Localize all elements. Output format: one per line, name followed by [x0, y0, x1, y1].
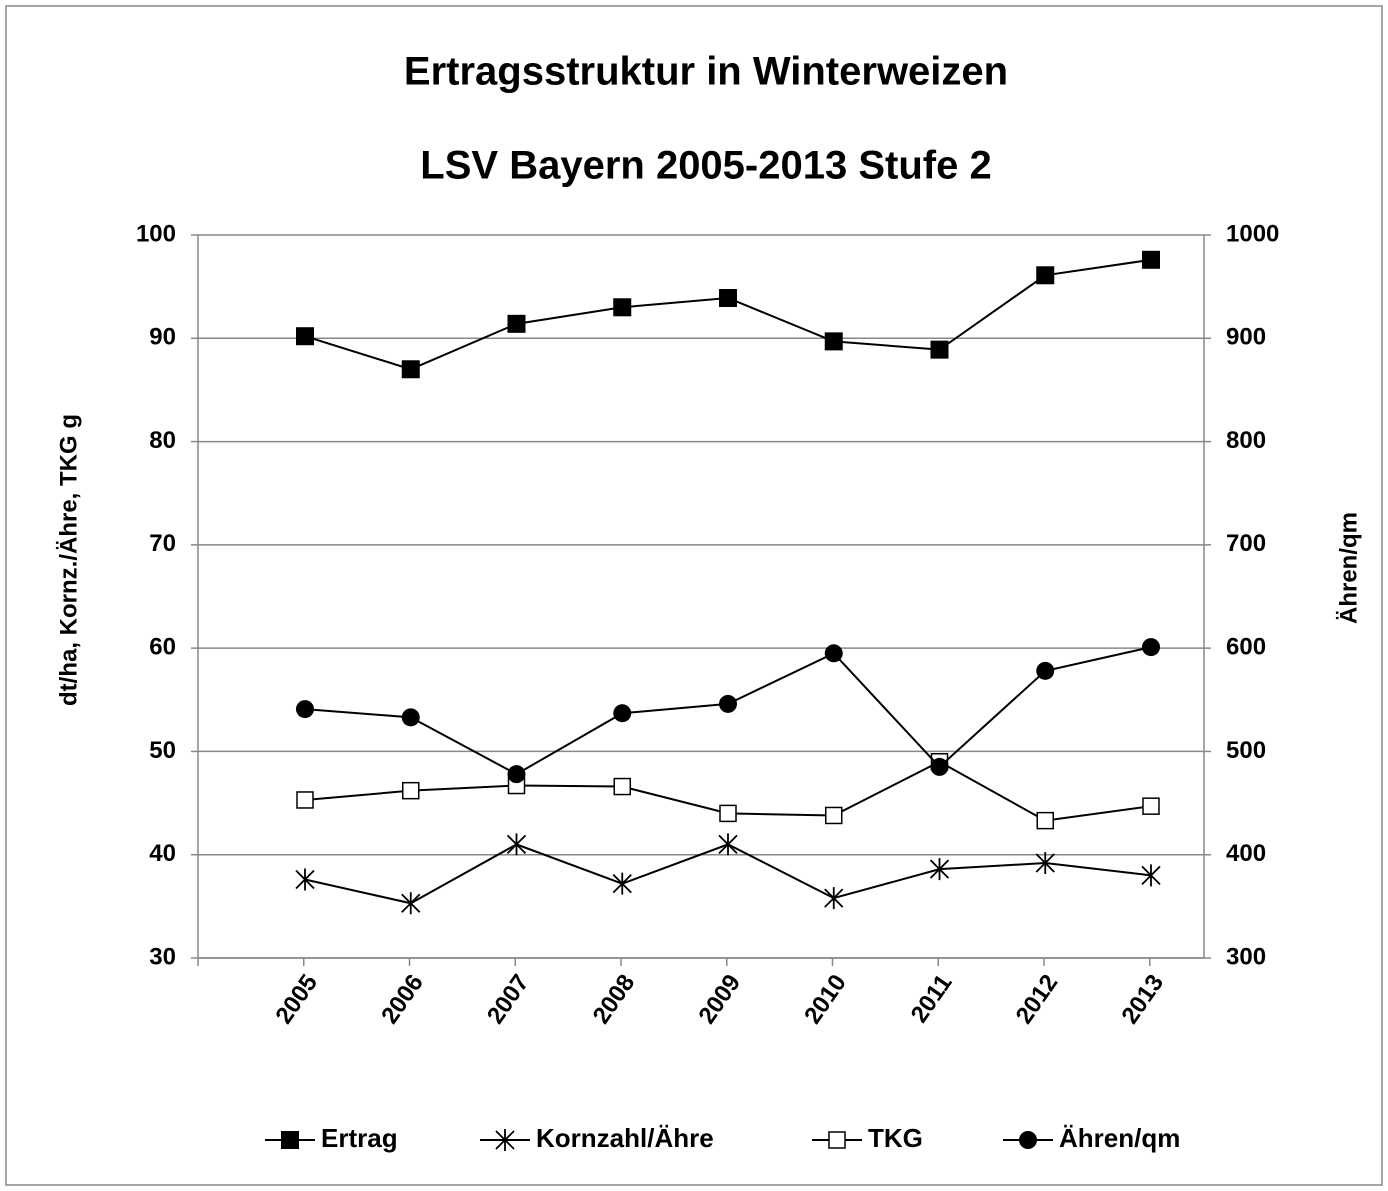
marker — [402, 781, 420, 800]
marker — [825, 806, 843, 825]
y-tick-label: 70 — [149, 530, 176, 557]
y-tick-label: 90 — [149, 324, 176, 351]
marker — [495, 1129, 515, 1151]
marker — [719, 694, 737, 713]
marker — [1142, 638, 1160, 657]
marker — [1035, 851, 1055, 874]
marker — [296, 791, 314, 809]
y2-tick-label: 400 — [1226, 840, 1266, 867]
legend-label: Ertrag — [321, 1123, 398, 1153]
marker — [613, 777, 631, 796]
legend-label: TKG — [868, 1123, 923, 1153]
marker — [613, 704, 632, 723]
marker — [507, 765, 526, 784]
marker — [929, 858, 950, 881]
marker — [824, 332, 843, 351]
marker — [718, 833, 738, 856]
marker — [1036, 661, 1055, 680]
y-tick-label: 80 — [149, 427, 176, 454]
marker — [1036, 811, 1054, 830]
legend-label: Ähren/qm — [1059, 1123, 1180, 1153]
marker — [295, 868, 315, 891]
marker — [296, 327, 314, 346]
marker — [507, 314, 526, 333]
legend-item: Ähren/qm — [1003, 1123, 1180, 1153]
y2-tick-label: 700 — [1226, 530, 1266, 557]
marker — [613, 298, 632, 317]
marker — [719, 289, 737, 308]
y-axis-label: dt/ha, Kornz./Ähre, TKG g — [55, 414, 82, 706]
marker — [401, 360, 420, 379]
marker — [930, 757, 949, 776]
y-tick-label: 40 — [149, 840, 176, 867]
marker — [401, 892, 421, 915]
marker — [828, 1131, 846, 1149]
marker — [824, 887, 844, 910]
marker — [1141, 864, 1161, 887]
y-tick-label: 100 — [136, 220, 176, 247]
chart-subtitle: LSV Bayern 2005-2013 Stufe 2 — [420, 144, 991, 188]
marker — [1142, 250, 1160, 269]
marker — [1142, 797, 1160, 815]
marker — [1019, 1131, 1037, 1149]
marker — [1036, 266, 1055, 285]
y2-tick-label: 300 — [1226, 943, 1266, 970]
chart-frame — [5, 5, 1383, 1186]
marker — [824, 644, 843, 663]
marker — [930, 340, 949, 359]
marker — [401, 708, 420, 727]
marker — [612, 872, 632, 895]
y2-tick-label: 1000 — [1226, 220, 1279, 247]
legend-item: Ertrag — [265, 1123, 398, 1153]
legend-item: TKG — [812, 1123, 923, 1153]
legend-label: Kornzahl/Ähre — [536, 1123, 714, 1153]
marker — [296, 700, 314, 719]
legend-item: Kornzahl/Ähre — [480, 1123, 714, 1153]
y2-tick-label: 800 — [1226, 427, 1266, 454]
marker — [281, 1131, 299, 1149]
marker — [719, 804, 737, 823]
y2-axis-label: Ähren/qm — [1335, 512, 1362, 624]
y2-tick-label: 500 — [1226, 737, 1266, 764]
chart-title: Ertragsstruktur in Winterweizen — [404, 50, 1008, 94]
y-tick-label: 50 — [149, 737, 176, 764]
y2-tick-label: 600 — [1226, 633, 1266, 660]
y-tick-label: 30 — [149, 943, 176, 970]
y2-tick-label: 900 — [1226, 324, 1266, 351]
marker — [506, 833, 527, 856]
y-tick-label: 60 — [149, 633, 176, 660]
